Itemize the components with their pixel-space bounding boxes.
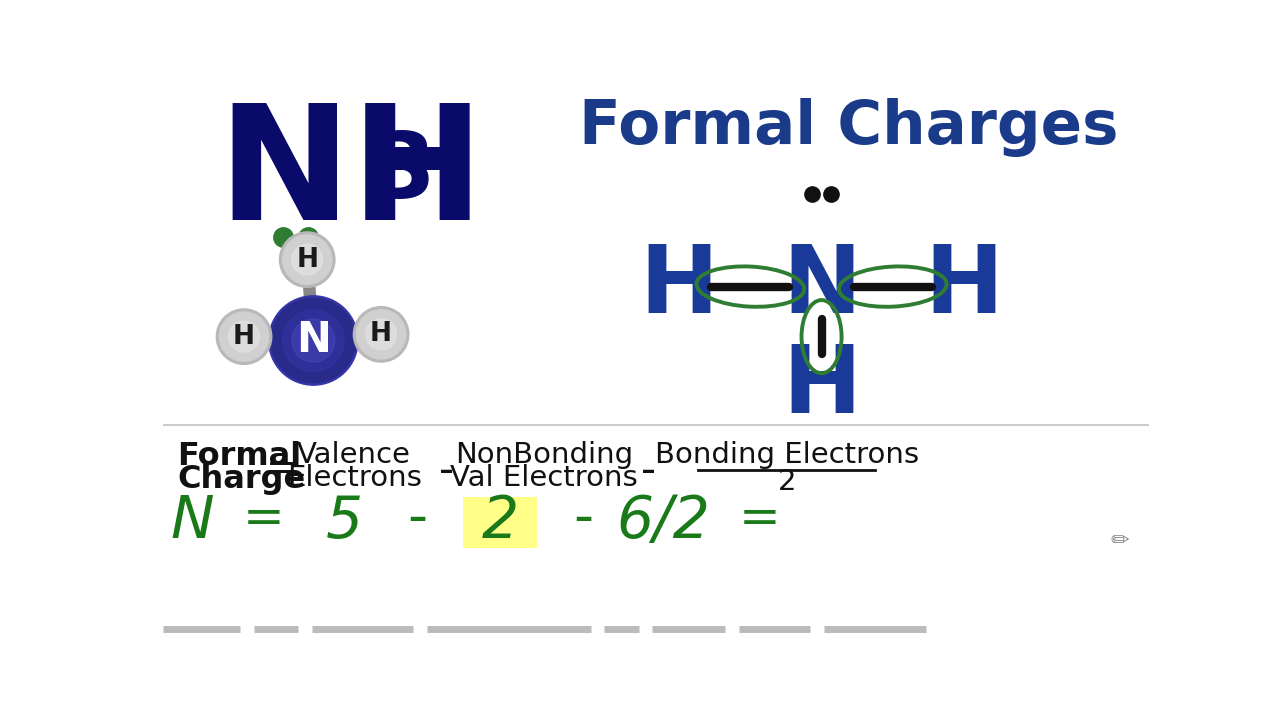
Text: Formal Charges: Formal Charges (579, 98, 1119, 157)
Text: NonBonding: NonBonding (456, 441, 634, 469)
Text: N: N (170, 493, 214, 550)
Text: H: H (782, 341, 861, 433)
Circle shape (283, 235, 332, 284)
Text: Valence: Valence (297, 441, 411, 469)
Circle shape (353, 307, 408, 362)
FancyBboxPatch shape (463, 497, 538, 548)
Circle shape (356, 310, 406, 359)
Circle shape (229, 321, 260, 352)
Circle shape (271, 298, 356, 383)
Text: 2: 2 (481, 493, 518, 550)
Text: N: N (782, 240, 861, 333)
Text: Charge: Charge (177, 464, 305, 495)
Circle shape (292, 244, 323, 275)
Text: H: H (296, 247, 319, 273)
Text: =: = (242, 495, 284, 543)
Text: 6/2: 6/2 (617, 493, 710, 550)
Text: NH: NH (218, 98, 484, 253)
Text: 5: 5 (325, 493, 362, 550)
Text: 3: 3 (372, 129, 435, 217)
Circle shape (292, 319, 335, 362)
Text: =: = (266, 450, 298, 488)
Text: H: H (924, 240, 1004, 333)
Text: H: H (370, 321, 392, 347)
Text: H: H (640, 240, 718, 333)
Text: -: - (439, 450, 454, 492)
Circle shape (279, 232, 335, 287)
Text: -: - (407, 492, 428, 546)
Circle shape (269, 296, 358, 385)
Text: -: - (641, 450, 655, 492)
Circle shape (216, 309, 271, 364)
Text: Electrons: Electrons (287, 464, 421, 492)
Text: Val Electrons: Val Electrons (451, 464, 639, 492)
Text: ✏: ✏ (1110, 531, 1129, 551)
Circle shape (366, 319, 397, 350)
Text: 2: 2 (778, 468, 796, 496)
Text: N: N (296, 320, 330, 361)
Text: -: - (572, 492, 593, 546)
Text: Bonding Electrons: Bonding Electrons (655, 441, 919, 469)
Circle shape (219, 312, 269, 361)
Text: H: H (233, 324, 255, 350)
Text: =: = (739, 495, 781, 543)
Text: Formal: Formal (177, 441, 301, 472)
Circle shape (283, 310, 344, 372)
